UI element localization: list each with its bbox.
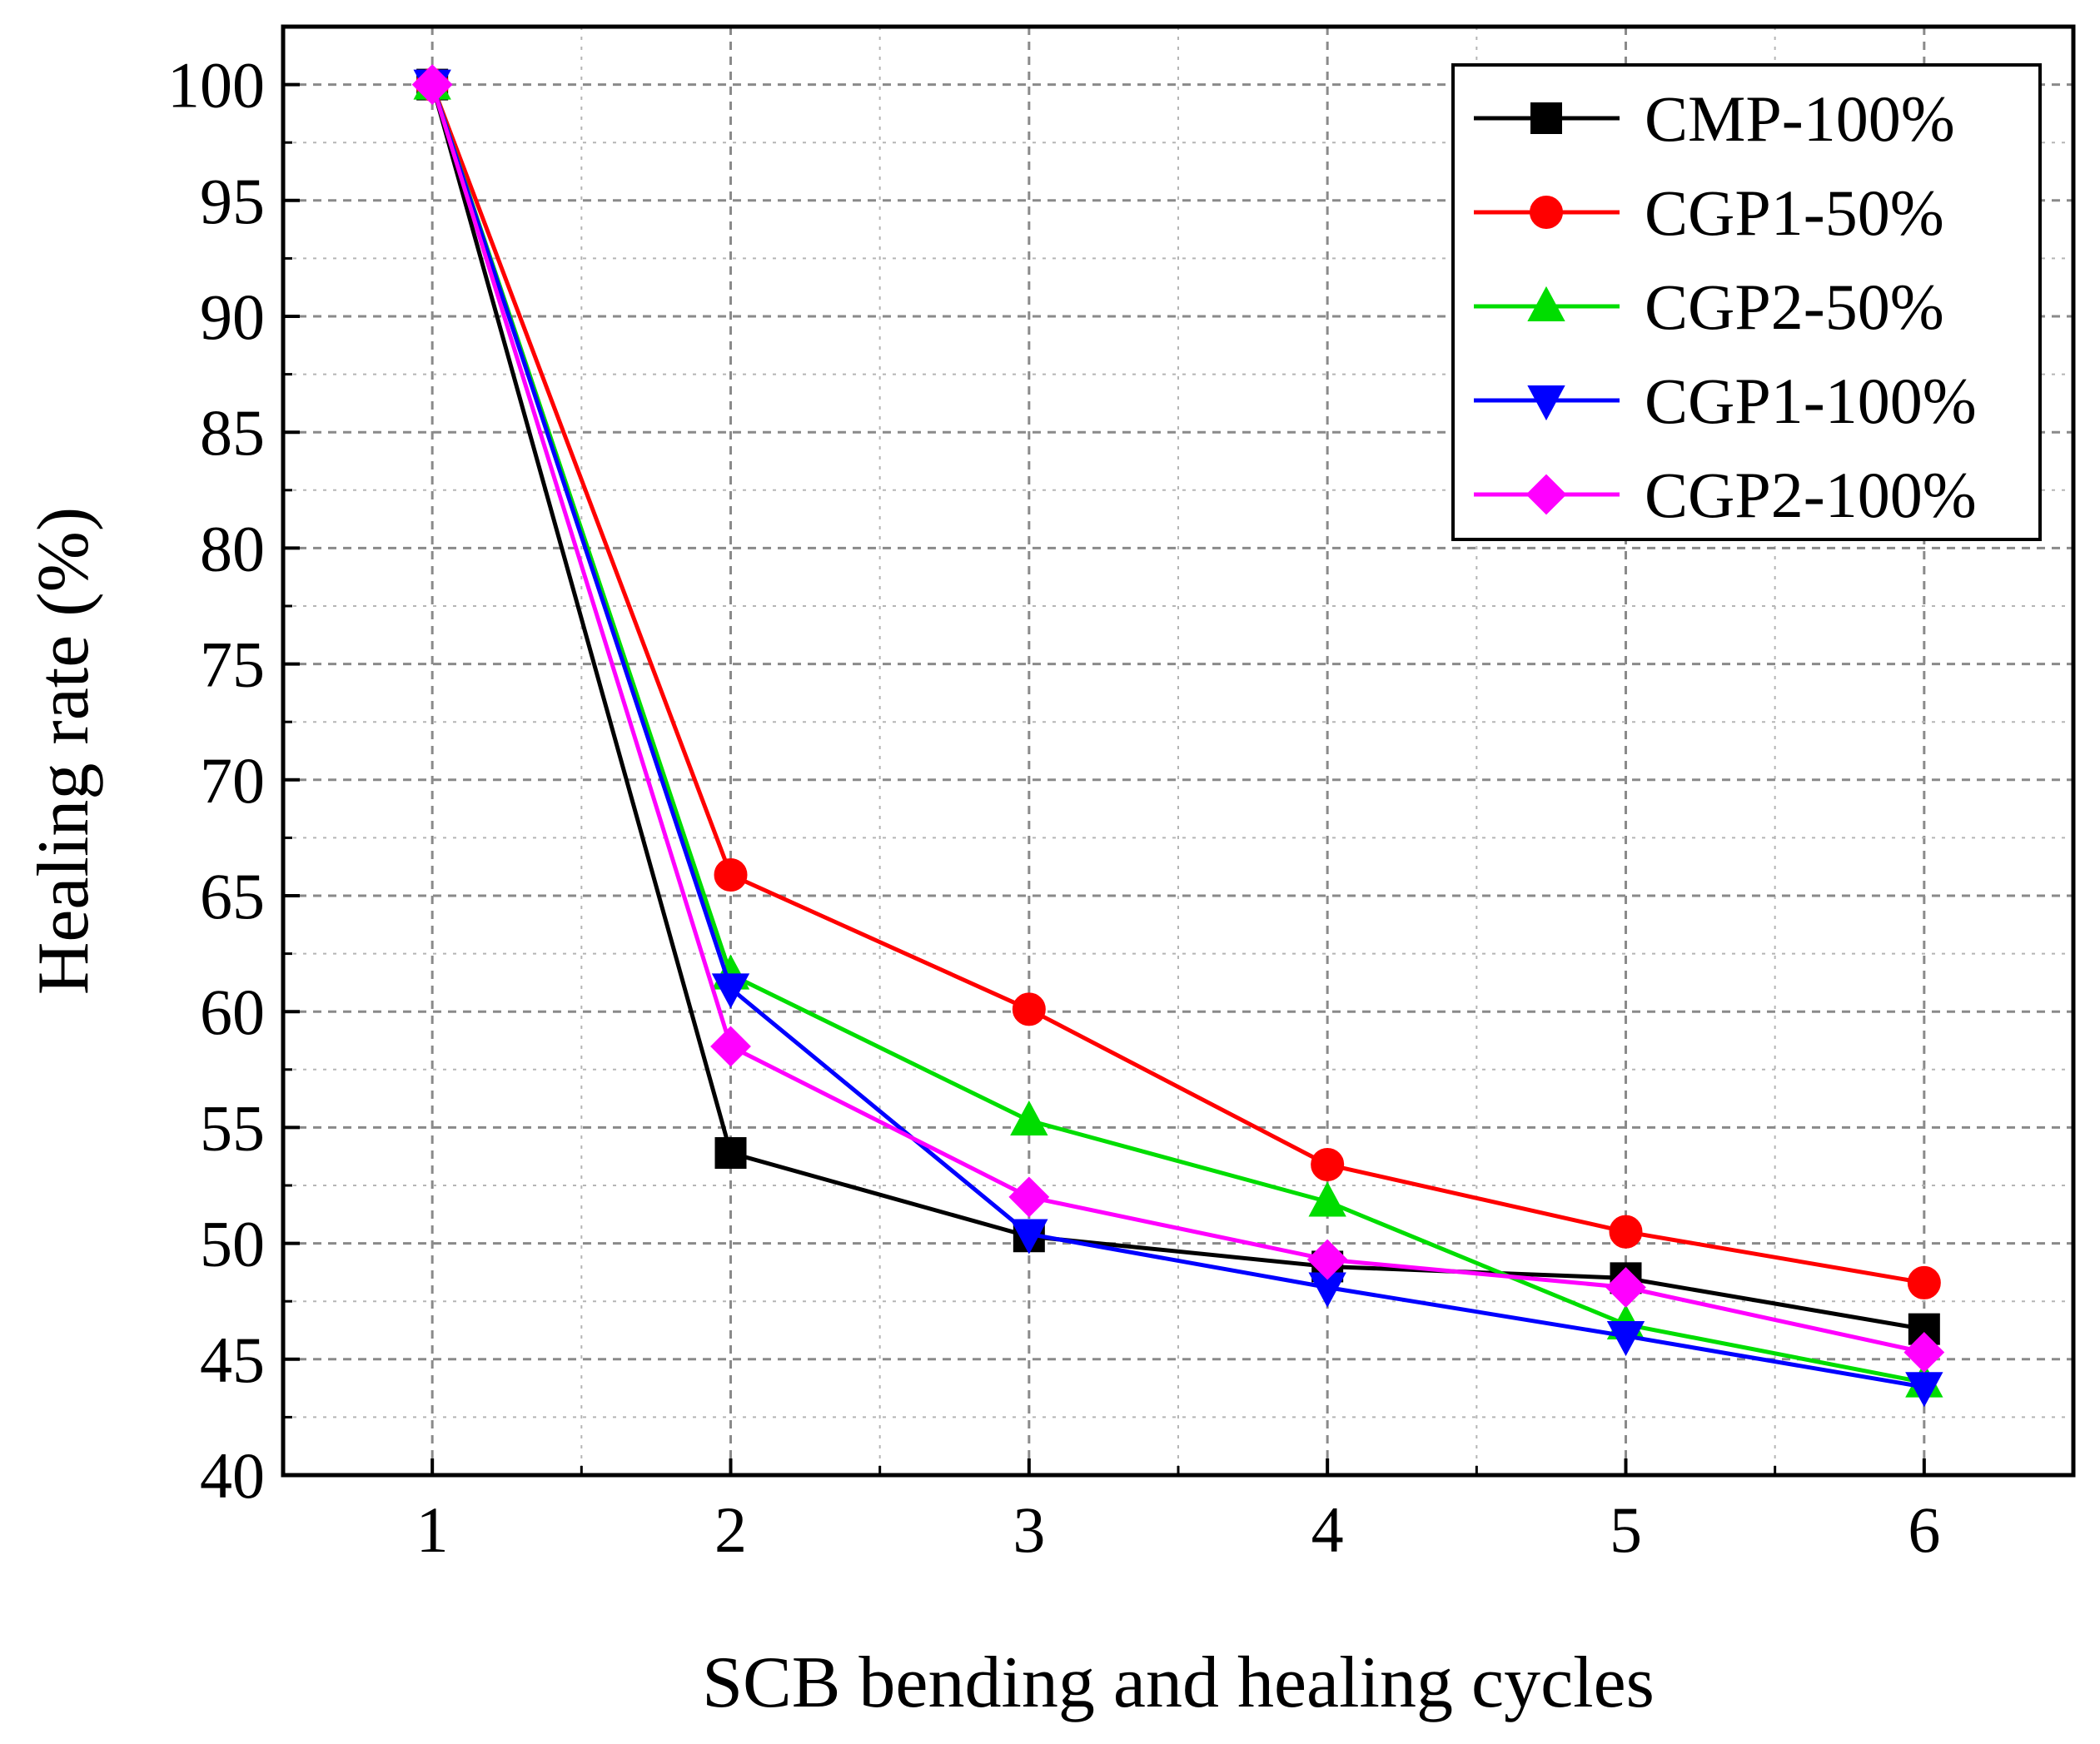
data-point bbox=[711, 973, 750, 1009]
data-point bbox=[1905, 1372, 1943, 1408]
legend: CMP-100% CGP1-50% CGP2-50% CGP1-100% CGP2-10… bbox=[1451, 63, 2042, 541]
series-line bbox=[430, 83, 1925, 1385]
y-tick-label: 85 bbox=[200, 396, 265, 469]
x-tick-label: 6 bbox=[1908, 1493, 1940, 1566]
x-tick-label: 1 bbox=[416, 1493, 449, 1566]
data-point bbox=[1311, 1147, 1345, 1181]
y-tick-label: 40 bbox=[200, 1439, 265, 1512]
data-point bbox=[1903, 1332, 1945, 1373]
series-line bbox=[430, 83, 1925, 1332]
data-point bbox=[1008, 1176, 1050, 1218]
y-tick-label: 80 bbox=[200, 512, 265, 584]
data-point bbox=[411, 64, 453, 106]
legend-marker bbox=[1527, 385, 1565, 421]
data-point bbox=[1606, 1320, 1645, 1357]
x-axis-title: SCB bending and healing cycles bbox=[702, 1642, 1655, 1723]
y-tick-label: 95 bbox=[200, 165, 265, 237]
legend-entry: CMP-100% bbox=[1474, 82, 1955, 155]
series-lines bbox=[411, 64, 1945, 1408]
y-tick-label: 50 bbox=[200, 1208, 265, 1280]
legend-entry: CGP2-50% bbox=[1474, 271, 1944, 343]
data-point bbox=[1306, 1239, 1348, 1280]
data-point bbox=[1010, 1100, 1048, 1136]
data-point bbox=[710, 1026, 751, 1067]
legend-entry: CGP2-100% bbox=[1474, 459, 1977, 531]
y-tick-label: 100 bbox=[167, 49, 265, 122]
legend-entry: CGP1-50% bbox=[1474, 176, 1944, 249]
data-point bbox=[714, 857, 748, 892]
x-tick-label: 2 bbox=[714, 1493, 747, 1566]
series-line bbox=[430, 83, 1925, 1389]
legend-label: CGP1-50% bbox=[1645, 176, 1944, 249]
legend-marker bbox=[1530, 102, 1562, 134]
legend-entry: CGP1-100% bbox=[1474, 365, 1977, 437]
data-point bbox=[714, 1137, 747, 1170]
y-tick-label: 75 bbox=[200, 629, 265, 701]
legend-marker bbox=[1530, 196, 1563, 229]
legend-marker bbox=[1527, 286, 1565, 321]
legend-label: CMP-100% bbox=[1645, 82, 1955, 155]
data-point bbox=[1605, 1267, 1646, 1308]
y-tick-label: 60 bbox=[200, 976, 265, 1048]
series-line bbox=[430, 83, 1925, 1285]
x-tick-label: 4 bbox=[1311, 1493, 1344, 1566]
x-tick-label: 3 bbox=[1013, 1493, 1045, 1566]
y-tick-label: 65 bbox=[200, 860, 265, 932]
data-point bbox=[1010, 1219, 1048, 1255]
y-tick-label: 90 bbox=[200, 281, 265, 353]
y-axis-title: Healing rate (%) bbox=[23, 507, 104, 995]
series-line bbox=[430, 83, 1925, 1354]
legend-label: CGP1-100% bbox=[1645, 365, 1977, 437]
x-tick-label: 5 bbox=[1610, 1493, 1642, 1566]
series-cgp2-100- bbox=[411, 64, 1945, 1373]
legend-label: CGP2-100% bbox=[1645, 459, 1977, 531]
data-point bbox=[1308, 1181, 1346, 1217]
data-point bbox=[1907, 1265, 1941, 1299]
y-tick-label: 55 bbox=[200, 1091, 265, 1164]
legend-marker bbox=[1525, 474, 1567, 515]
y-tick-label: 70 bbox=[200, 744, 265, 817]
y-tick-label: 45 bbox=[200, 1324, 265, 1396]
data-point bbox=[1609, 1215, 1643, 1249]
data-point bbox=[1012, 992, 1046, 1026]
legend-label: CGP2-50% bbox=[1645, 271, 1944, 343]
